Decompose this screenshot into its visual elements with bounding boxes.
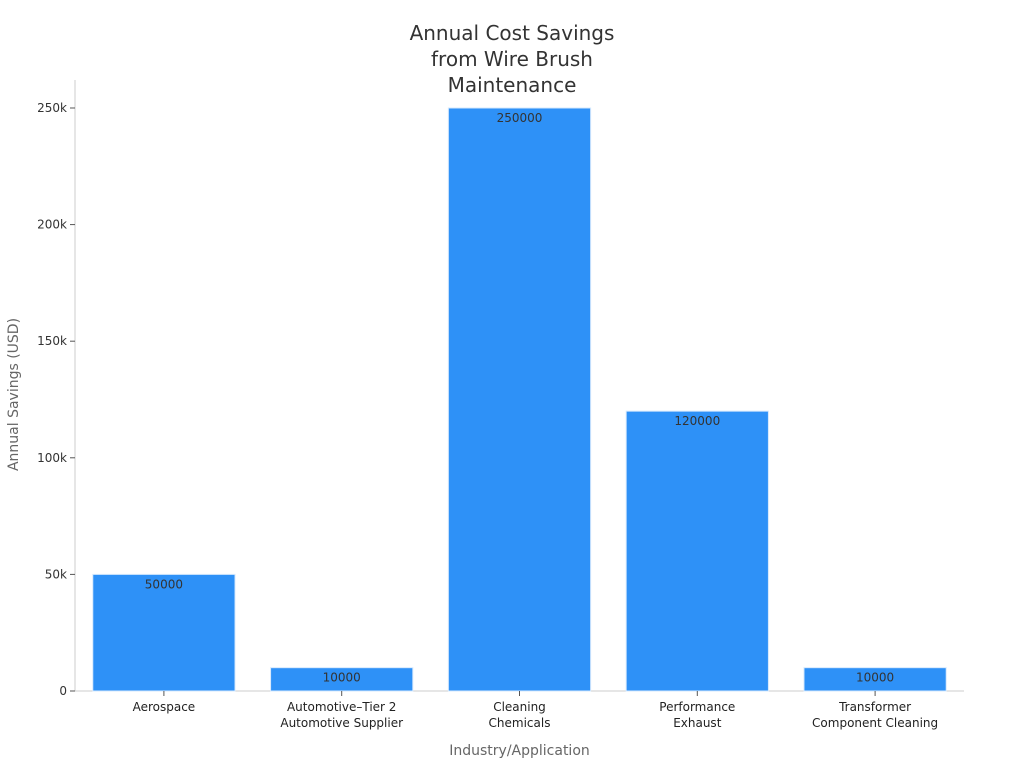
x-tick-label: Exhaust [673,716,722,730]
y-tick-label: 50k [45,567,67,581]
bar [92,573,236,692]
x-tick-label: Cleaning [493,700,546,714]
y-axis-title: Annual Savings (USD) [6,318,22,471]
x-tick-label: Automotive Supplier [280,716,403,730]
y-tick-label: 250k [37,101,67,115]
x-tick-label: Performance [659,700,735,714]
bar [625,410,769,692]
bar-data-label: 10000 [323,671,361,685]
x-tick-label: Transformer [838,700,911,714]
x-tick-label: Automotive–Tier 2 [287,700,396,714]
x-tick-label: Aerospace [133,700,196,714]
bar-data-label: 10000 [856,671,894,685]
y-axis-ticks: 0 50k 100k 150k 200k 250k [37,101,75,698]
chart-title-line: Annual Cost Savings [410,21,615,45]
x-axis-tick-labels: Aerospace Automotive–Tier 2 Automotive Sup… [133,691,938,730]
y-tick-label: 0 [59,684,67,698]
x-tick-label: Component Cleaning [812,716,938,730]
chart-title-line: Maintenance [448,73,577,97]
bar-data-label: 250000 [497,111,543,125]
x-axis-title: Industry/Application [449,743,590,759]
chart-title-line: from Wire Brush [431,47,593,71]
y-tick-label: 100k [37,451,67,465]
bars: 50000 10000 250000 120000 10000 [92,107,947,692]
y-tick-label: 150k [37,334,67,348]
bar-data-label: 50000 [145,577,183,591]
bar-data-label: 120000 [674,414,720,428]
y-tick-label: 200k [37,218,67,232]
x-tick-label: Chemicals [489,716,551,730]
bar [447,107,592,692]
